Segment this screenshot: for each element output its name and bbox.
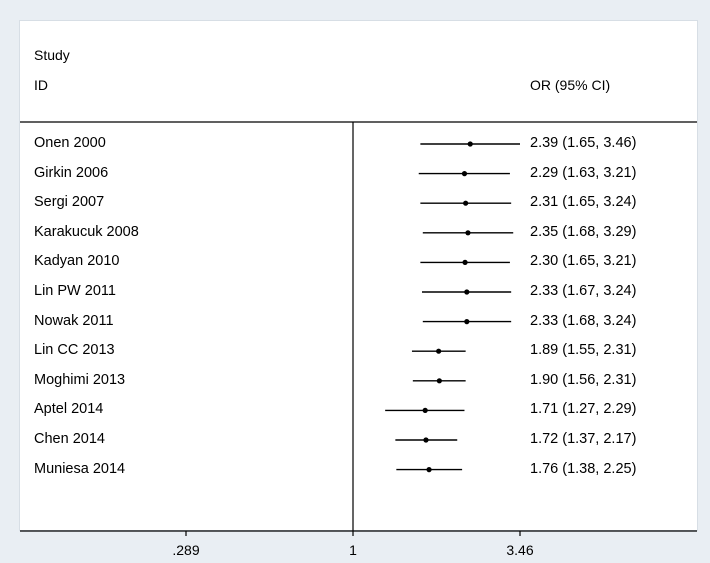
study-label: Chen 2014	[34, 431, 105, 447]
point-estimate	[467, 141, 473, 147]
point-estimate	[423, 437, 429, 443]
effect-ci-text: 2.39 (1.65, 3.46)	[530, 135, 637, 151]
effect-ci-text: 1.72 (1.37, 2.17)	[530, 431, 637, 447]
effect-ci-text: 2.30 (1.65, 3.21)	[530, 253, 637, 270]
point-estimate	[464, 289, 470, 295]
point-estimate	[426, 467, 432, 473]
point-estimate	[436, 378, 442, 384]
study-label: Lin PW 2011	[34, 283, 116, 299]
study-label: Nowak 2011	[34, 312, 114, 329]
id-header: ID	[34, 77, 48, 93]
effect-ci-text: 1.76 (1.38, 2.25)	[530, 460, 637, 477]
effect-ci-text: 2.35 (1.68, 3.29)	[530, 223, 637, 240]
study-label: Onen 2000	[34, 135, 106, 151]
effect-ci-text: 1.89 (1.55, 2.31)	[530, 342, 637, 359]
study-label: Moghimi 2013	[34, 371, 126, 388]
effect-ci-text: 1.71 (1.27, 2.29)	[530, 401, 637, 418]
effect-ci-text: 2.31 (1.65, 3.24)	[530, 194, 637, 211]
plot-panel	[19, 20, 698, 531]
effect-header: OR (95% CI)	[530, 77, 611, 93]
point-estimate	[461, 171, 468, 177]
study-label: Muniesa 2014	[34, 460, 126, 477]
effect-ci-text: 2.33 (1.67, 3.24)	[530, 283, 637, 299]
point-estimate	[465, 230, 471, 236]
point-estimate	[436, 348, 442, 354]
study-label: Girkin 2006	[34, 164, 109, 181]
point-estimate	[462, 259, 468, 265]
x-tick-label: 1	[349, 542, 357, 558]
study-label: Sergi 2007	[34, 194, 105, 211]
study-label: Kadyan 2010	[34, 253, 120, 270]
study-label: Karakucuk 2008	[34, 223, 139, 240]
study-label: Aptel 2014	[34, 401, 104, 418]
x-tick-label: .289	[172, 542, 200, 558]
point-estimate	[422, 407, 428, 413]
study-label: Lin CC 2013	[34, 342, 115, 359]
effect-ci-text: 1.90 (1.56, 2.31)	[530, 371, 637, 388]
x-tick-label: 3.46	[506, 542, 534, 558]
point-estimate	[463, 200, 469, 206]
study-header: Study	[34, 47, 70, 63]
effect-ci-text: 2.33 (1.68, 3.24)	[530, 312, 637, 329]
point-estimate	[464, 319, 470, 325]
effect-ci-text: 2.29 (1.63, 3.21)	[530, 164, 637, 181]
